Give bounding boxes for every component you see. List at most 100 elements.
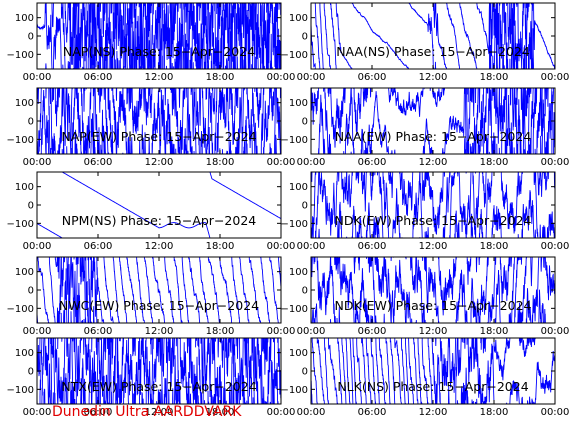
y-tick-label: 100 [289, 348, 308, 359]
y-tick-label: 0 [302, 201, 308, 212]
phase-series-line [37, 172, 281, 238]
y-tick-label: −100 [281, 304, 308, 315]
phase-series-line [37, 257, 281, 323]
x-tick-label: 18:00 [480, 407, 509, 418]
y-tick-label: 100 [289, 98, 308, 109]
y-tick-label: −100 [281, 385, 308, 396]
chart-title: NAA(EW) Phase: 15−Apr−2024 [335, 129, 532, 144]
chart-panel: 100 0 −100 00:00 06:00 12:00 18:00 00:00 NAP(EW)… [7, 87, 296, 168]
chart-panel: 100 0 −100 00:00 06:00 12:00 18:00 00:00 NAA(NS)… [281, 2, 570, 83]
y-tick-label: −100 [7, 385, 34, 396]
x-tick-label: 12:00 [419, 72, 448, 83]
x-tick-label: 06:00 [358, 407, 387, 418]
x-tick-label: 12:00 [145, 407, 174, 418]
y-tick-label: 0 [28, 367, 34, 378]
y-tick-label: −100 [7, 135, 34, 146]
x-tick-label: 12:00 [419, 326, 448, 337]
chart-panel: 100 0 −100 00:00 06:00 12:00 18:00 00:00 NTX(EW)… [7, 337, 296, 418]
x-tick-label: 12:00 [145, 326, 174, 337]
x-tick-label: 06:00 [84, 72, 113, 83]
phase-series-line [37, 3, 281, 69]
y-tick-label: 0 [28, 201, 34, 212]
x-tick-label: 18:00 [480, 72, 509, 83]
chart-title: NAP(EW) Phase: 15−Apr−2024 [61, 129, 256, 144]
x-tick-label: 00:00 [23, 157, 52, 168]
chart-panel: 100 0 −100 00:00 06:00 12:00 18:00 00:00 NAP(NS)… [7, 2, 296, 83]
x-tick-label: 00:00 [267, 241, 296, 252]
chart-title: NDK(EW) Phase: 15−Apr−2024 [335, 213, 532, 228]
x-tick-label: 00:00 [541, 407, 570, 418]
y-tick-label: 100 [289, 182, 308, 193]
x-tick-label: 06:00 [358, 326, 387, 337]
x-tick-label: 00:00 [267, 407, 296, 418]
x-tick-label: 00:00 [267, 72, 296, 83]
y-tick-label: 0 [28, 117, 34, 128]
x-tick-label: 18:00 [480, 326, 509, 337]
x-tick-label: 06:00 [358, 241, 387, 252]
y-tick-label: 100 [15, 348, 34, 359]
x-tick-label: 00:00 [267, 326, 296, 337]
phase-series-line [37, 88, 281, 154]
y-tick-label: 100 [289, 267, 308, 278]
y-tick-label: −100 [281, 50, 308, 61]
chart-panel: 100 0 −100 00:00 06:00 12:00 18:00 00:00 NPM(NS)… [7, 171, 296, 252]
x-tick-label: 12:00 [145, 72, 174, 83]
chart-title: NPM(NS) Phase: 15−Apr−2024 [62, 213, 257, 228]
x-tick-label: 18:00 [480, 157, 509, 168]
x-tick-label: 12:00 [145, 157, 174, 168]
x-tick-label: 00:00 [23, 407, 52, 418]
chart-panel: 100 0 −100 00:00 06:00 12:00 18:00 00:00 NDK(EW)… [281, 171, 570, 252]
chart-title: NWC(EW) Phase: 15−Apr−2024 [59, 298, 259, 313]
x-tick-label: 18:00 [480, 241, 509, 252]
y-tick-label: 100 [15, 98, 34, 109]
x-tick-label: 00:00 [297, 326, 326, 337]
x-tick-label: 18:00 [206, 157, 235, 168]
x-tick-label: 12:00 [419, 157, 448, 168]
x-tick-label: 00:00 [297, 407, 326, 418]
x-tick-label: 18:00 [206, 326, 235, 337]
chart-panel: 100 0 −100 00:00 06:00 12:00 18:00 00:00 NLK(NS)… [281, 337, 570, 418]
y-tick-label: 0 [302, 117, 308, 128]
phase-series-line [311, 172, 555, 238]
x-tick-label: 00:00 [297, 241, 326, 252]
x-tick-label: 06:00 [358, 157, 387, 168]
chart-panel: 100 0 −100 00:00 06:00 12:00 18:00 00:00 NDK(EW)… [281, 256, 570, 337]
x-tick-label: 06:00 [84, 157, 113, 168]
chart-title: NLK(NS) Phase: 15−Apr−2024 [337, 379, 528, 394]
y-tick-label: 100 [15, 13, 34, 24]
y-tick-label: −100 [7, 50, 34, 61]
x-tick-label: 00:00 [541, 72, 570, 83]
phase-series-line [311, 3, 555, 69]
y-tick-label: 100 [289, 13, 308, 24]
y-tick-label: 0 [302, 367, 308, 378]
x-tick-label: 06:00 [84, 326, 113, 337]
x-tick-label: 00:00 [23, 241, 52, 252]
y-tick-label: 0 [28, 286, 34, 297]
x-tick-label: 00:00 [541, 157, 570, 168]
x-tick-label: 12:00 [419, 241, 448, 252]
phase-series-line [311, 88, 555, 154]
x-tick-label: 12:00 [419, 407, 448, 418]
x-tick-label: 18:00 [206, 72, 235, 83]
chart-title: NAA(NS) Phase: 15−Apr−2024 [336, 44, 530, 59]
y-tick-label: 0 [302, 32, 308, 43]
y-tick-label: −100 [7, 304, 34, 315]
x-tick-label: 00:00 [541, 241, 570, 252]
x-tick-label: 00:00 [267, 157, 296, 168]
chart-title: NDK(EW) Phase: 15−Apr−2024 [335, 298, 532, 313]
x-tick-label: 00:00 [23, 72, 52, 83]
chart-panel: 100 0 −100 00:00 06:00 12:00 18:00 00:00 NWC(EW)… [7, 256, 296, 337]
x-tick-label: 18:00 [206, 241, 235, 252]
y-tick-label: 100 [15, 182, 34, 193]
footer-label: Dunedin Ultra AARDDVARK [52, 404, 242, 420]
x-tick-label: 00:00 [541, 326, 570, 337]
chart-title: NAP(NS) Phase: 15−Apr−2024 [63, 44, 255, 59]
x-tick-label: 06:00 [84, 407, 113, 418]
chart-title: NTX(EW) Phase: 15−Apr−2024 [61, 379, 256, 394]
y-tick-label: −100 [281, 219, 308, 230]
x-tick-label: 06:00 [84, 241, 113, 252]
x-tick-label: 00:00 [297, 157, 326, 168]
y-tick-label: 0 [302, 286, 308, 297]
phase-series-line [311, 257, 555, 323]
